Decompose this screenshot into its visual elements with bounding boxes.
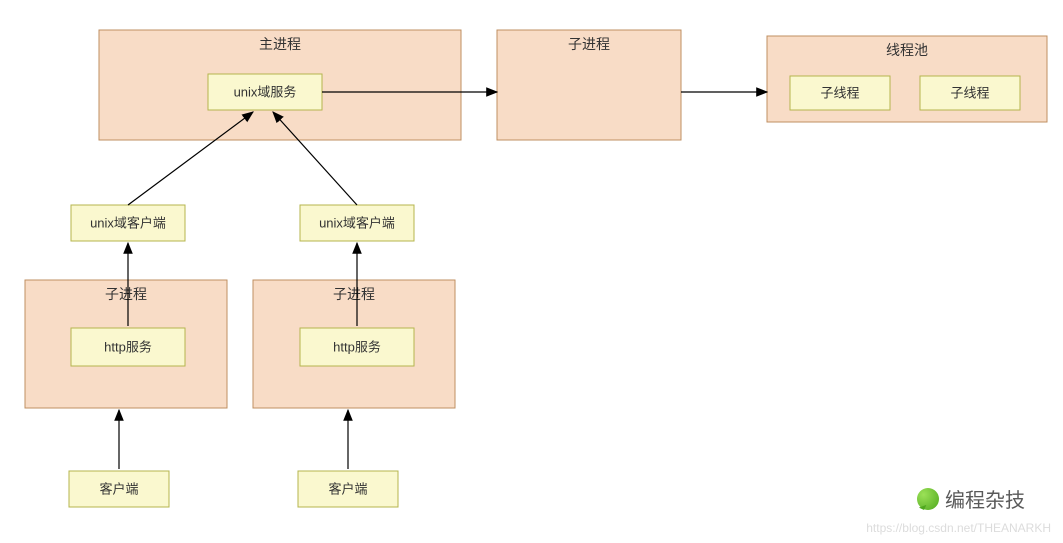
box-label-http_a: http服务 bbox=[104, 340, 152, 355]
brand-icon bbox=[917, 488, 939, 510]
box-label-unix_client_a: unix域客户端 bbox=[90, 216, 166, 231]
box-label-thread_2: 子线程 bbox=[950, 86, 989, 101]
container-title-child_b: 子进程 bbox=[333, 286, 375, 302]
container-title-child_proc: 子进程 bbox=[568, 36, 610, 52]
flowchart-canvas: 主进程子进程线程池子进程子进程unix域服务unix域客户端unix域客户端ht… bbox=[0, 0, 1063, 543]
box-label-unix_service: unix域服务 bbox=[234, 85, 297, 100]
box-label-thread_1: 子线程 bbox=[820, 86, 859, 101]
container-title-child_a: 子进程 bbox=[105, 286, 147, 302]
brand-text: 编程杂技 bbox=[945, 484, 1025, 513]
container-title-thread_pool: 线程池 bbox=[886, 42, 928, 58]
box-label-client_b: 客户端 bbox=[328, 482, 367, 497]
container-title-main_proc: 主进程 bbox=[259, 36, 301, 52]
box-label-client_a: 客户端 bbox=[99, 482, 138, 497]
box-label-http_b: http服务 bbox=[333, 340, 381, 355]
box-label-unix_client_b: unix域客户端 bbox=[319, 216, 395, 231]
brand-label: 编程杂技 bbox=[917, 484, 1025, 513]
